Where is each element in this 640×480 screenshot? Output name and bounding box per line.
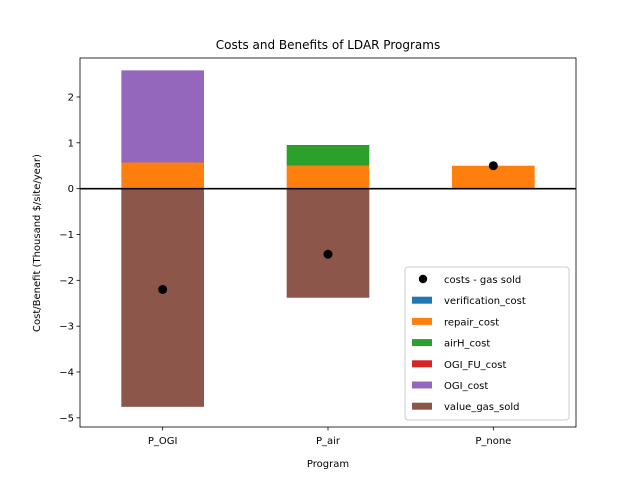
bar-repair_cost-P_OGI: [121, 162, 204, 189]
legend-swatch-OGI_FU_cost: [412, 360, 432, 368]
legend: costs - gas sold verification_cost repair_…: [404, 266, 570, 421]
y-tick-label: 0: [68, 184, 74, 195]
y-axis-label: Cost/Benefit (Thousand $/site/year): [32, 154, 43, 332]
y-tick-label: −3: [59, 322, 74, 333]
legend-swatch-airH_cost: [412, 339, 432, 347]
point-P_OGI: [158, 284, 168, 294]
y-tick-label: −5: [59, 413, 74, 424]
y-tick-label: −1: [59, 230, 74, 241]
legend-swatch-verification_cost: [412, 296, 432, 304]
y-tick-label: −4: [59, 367, 74, 378]
y-tick-label: −2: [59, 276, 74, 287]
x-axis-label: Program: [307, 459, 349, 470]
legend-swatch-value_gas_sold: [412, 402, 432, 410]
legend-swatch-repair_cost: [412, 317, 432, 325]
legend-label-value_gas_sold: value_gas_sold: [444, 402, 519, 413]
point-P_none: [488, 161, 498, 171]
bar-repair_cost-P_none: [452, 165, 535, 189]
legend-label-verification_cost: verification_cost: [444, 296, 526, 307]
legend-box: [404, 266, 570, 421]
point-P_air: [323, 249, 333, 259]
y-tick-label: 1: [68, 138, 74, 149]
x-tick-label: P_none: [475, 436, 511, 447]
legend-swatch-OGI_cost: [412, 381, 432, 389]
legend-label-OGI_cost: OGI_cost: [444, 381, 488, 392]
y-tick-label: 2: [68, 92, 74, 103]
x-tick-label: P_OGI: [148, 436, 178, 447]
bar-OGI_FU_cost-P_air: [286, 145, 370, 147]
legend-marker-costs - gas sold: [418, 274, 428, 284]
bar-OGI_cost-P_OGI: [121, 70, 204, 163]
bar-value_gas_sold-P_OGI: [121, 188, 204, 407]
bar-value_gas_sold-P_air: [286, 188, 370, 298]
axes: −5 −4 −3 −2 −1 0 1 2 P_OGI P_air P_none: [59, 57, 577, 447]
legend-label-costs - gas sold: costs - gas sold: [444, 275, 521, 286]
legend-label-repair_cost: repair_cost: [444, 317, 499, 328]
legend-label-OGI_FU_cost: OGI_FU_cost: [444, 360, 506, 371]
x-tick-label: P_air: [316, 436, 341, 447]
plot-area: [80, 70, 576, 407]
bar-airH_cost-P_air: [286, 146, 370, 166]
bar-repair_cost-P_air: [286, 165, 370, 189]
chart-title: Costs and Benefits of LDAR Programs: [216, 38, 440, 52]
legend-label-airH_cost: airH_cost: [444, 339, 490, 350]
